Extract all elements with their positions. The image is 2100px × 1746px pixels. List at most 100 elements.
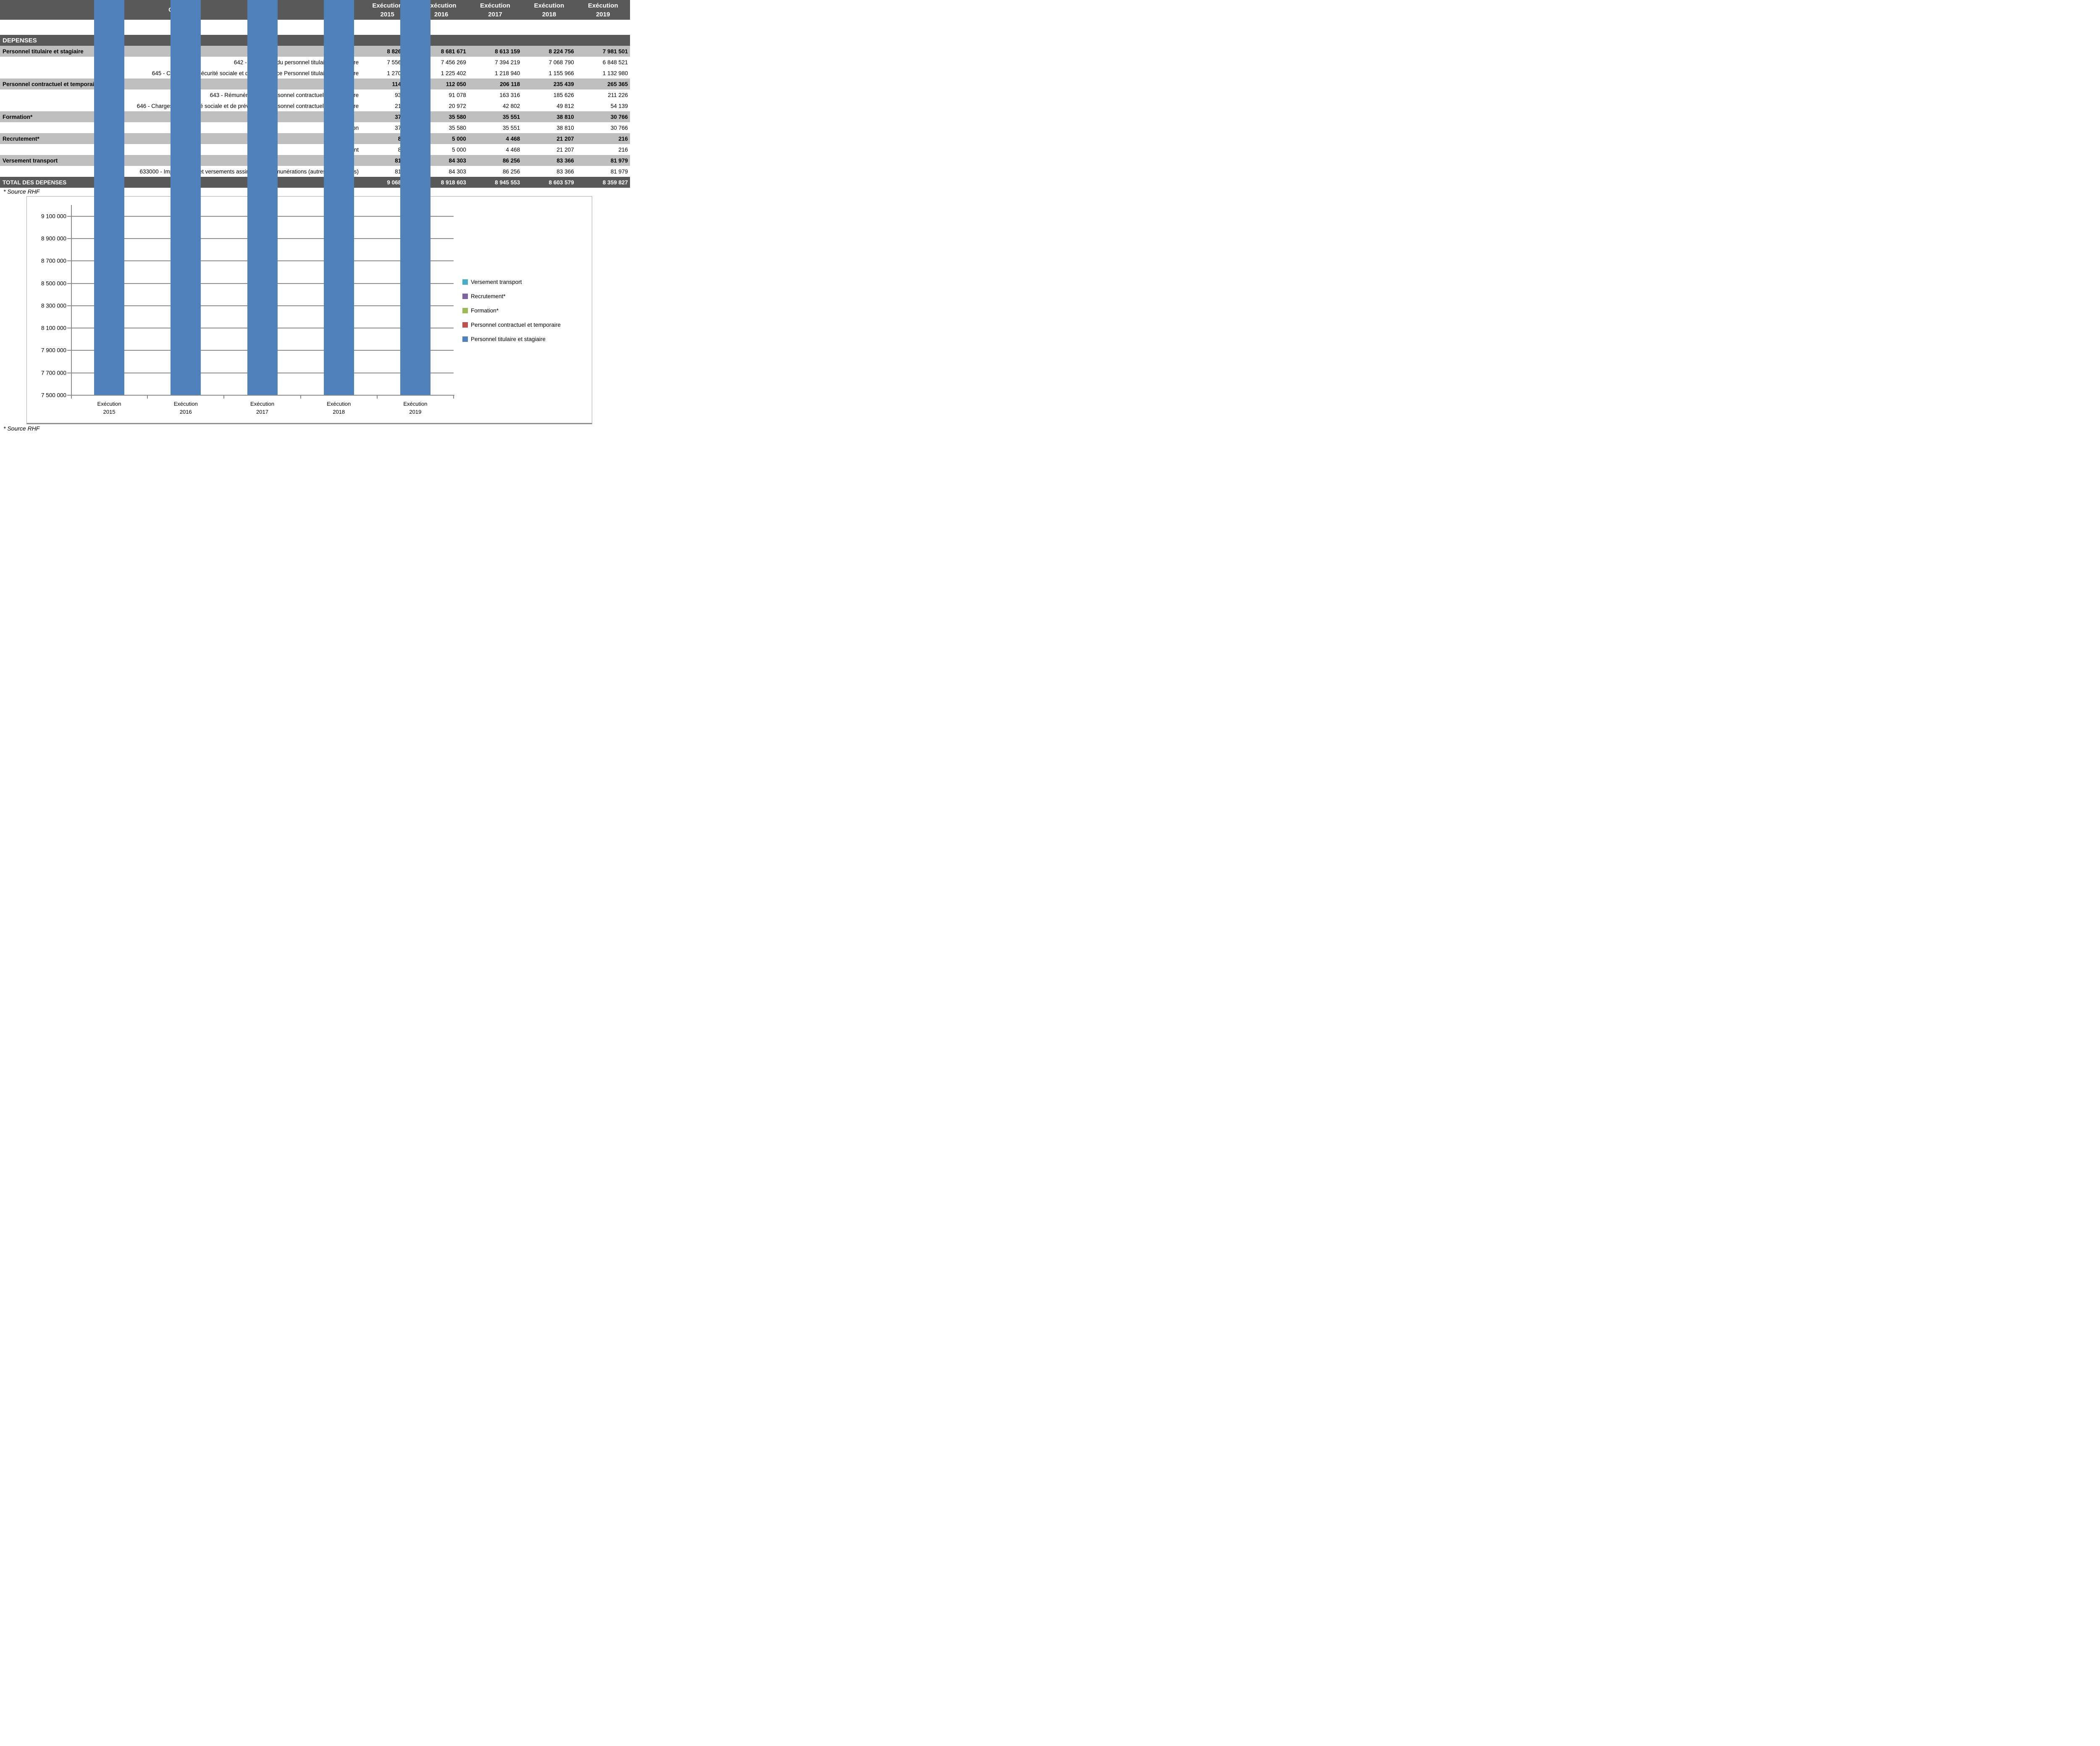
row-label: Recrutement*: [3, 135, 39, 142]
y-axis-tick: [67, 283, 71, 284]
value-cell: 84 303: [449, 168, 466, 175]
value-cell: 8 359 827: [602, 179, 628, 186]
y-axis-label: 8 500 000: [41, 280, 66, 287]
y-axis-tick: [67, 215, 71, 217]
value-cell: 35 551: [502, 124, 520, 131]
bar-segment: [247, 0, 278, 395]
header-exercise-2017: Exécution 2017: [468, 1, 522, 19]
legend-swatch: [462, 294, 468, 299]
bar-segment: [400, 0, 430, 395]
value-cell: 216: [618, 146, 628, 153]
x-axis-label: Exécution 2018: [303, 400, 375, 416]
value-cell: 265 365: [607, 81, 628, 87]
value-cell: 21 207: [556, 146, 574, 153]
y-axis-label: 8 300 000: [41, 302, 66, 309]
value-cell: 35 580: [449, 113, 466, 120]
header-exercise-word: Exécution: [480, 2, 510, 9]
value-cell: 112 050: [446, 81, 466, 87]
value-cell: 5 000: [452, 135, 466, 142]
y-axis-line: [71, 205, 72, 399]
value-cell: 8 918 603: [441, 179, 466, 186]
row-label: Versement transport: [3, 157, 58, 164]
value-cell: 7 068 790: [549, 59, 574, 66]
y-axis-label: 8 900 000: [41, 235, 66, 242]
value-cell: 42 802: [502, 102, 520, 109]
legend-label: Personnel titulaire et stagiaire: [471, 336, 546, 342]
row-label: Formation*: [3, 113, 33, 120]
value-cell: 84 303: [449, 157, 466, 164]
row-label: 643 - Rémunération du personnel contract…: [210, 92, 359, 98]
row-label: Personnel contractuel et temporaire: [3, 81, 100, 87]
x-axis-tick: [376, 395, 378, 399]
value-cell: 54 139: [610, 102, 628, 109]
value-cell: 81 979: [610, 157, 628, 164]
x-axis-label: Exécution 2015: [74, 400, 145, 416]
y-axis-tick: [67, 238, 71, 239]
value-cell: 216: [618, 135, 628, 142]
header-exercise-word: Exécution: [426, 2, 457, 9]
legend-label: Personnel contractuel et temporaire: [471, 322, 561, 328]
value-cell: 91 078: [449, 92, 466, 98]
header-exercise-year: 2015: [380, 11, 394, 18]
chart-legend: Versement transport Recrutement* Formation…: [462, 279, 561, 342]
value-cell: 211 226: [608, 92, 628, 98]
header-exercise-year: 2018: [542, 11, 556, 18]
header-exercise-2019: Exécution 2019: [576, 1, 630, 19]
legend-label: Versement transport: [471, 279, 522, 285]
x-axis-tick: [300, 395, 301, 399]
x-axis-label: Exécution 2019: [380, 400, 451, 416]
value-cell: 35 580: [449, 124, 466, 131]
row-label: TOTAL DES DEPENSES: [3, 179, 67, 186]
value-cell: 5 000: [452, 146, 466, 153]
y-axis-tick: [67, 260, 71, 262]
legend-label: Recrutement*: [471, 293, 506, 299]
value-cell: 6 848 521: [602, 59, 628, 66]
y-axis-tick: [67, 395, 71, 396]
y-axis-label: 7 500 000: [41, 392, 66, 399]
header-exercise-2016: Exécution 2016: [414, 1, 468, 19]
value-cell: 7 456 269: [441, 59, 466, 66]
value-cell: 7 981 501: [602, 48, 628, 55]
value-cell: 163 316: [499, 92, 520, 98]
value-cell: 38 810: [556, 124, 574, 131]
x-axis-label-word: Exécution: [97, 401, 121, 407]
legend-item: Personnel contractuel et temporaire: [462, 322, 561, 328]
value-cell: 30 766: [610, 124, 628, 131]
value-cell: 83 366: [556, 157, 574, 164]
legend-label: Formation*: [471, 307, 499, 314]
header-exercise-word: Exécution: [534, 2, 564, 9]
value-cell: 81 979: [610, 168, 628, 175]
stacked-bar-chart: 7 500 000 7 700 000 7 900 000 8 100 000 8 30…: [26, 0, 592, 424]
header-exercise-2018: Exécution 2018: [522, 1, 576, 19]
row-label: Personnel titulaire et stagiaire: [3, 48, 84, 55]
value-cell: 1 155 966: [549, 70, 574, 76]
value-cell: 1 218 940: [495, 70, 520, 76]
y-axis-label: 7 900 000: [41, 347, 66, 354]
value-cell: 235 439: [553, 81, 574, 87]
legend-item: Formation*: [462, 307, 561, 314]
value-cell: 8 945 553: [495, 179, 520, 186]
value-cell: 86 256: [502, 168, 520, 175]
legend-item: Recrutement*: [462, 293, 561, 299]
header-exercise-year: 2017: [488, 11, 502, 18]
y-axis-tick: [67, 305, 71, 306]
legend-item: Personnel titulaire et stagiaire: [462, 336, 561, 342]
x-axis-label-word: Exécution: [250, 401, 275, 407]
value-cell: 83 366: [556, 168, 574, 175]
x-axis-label-word: Exécution: [327, 401, 351, 407]
source-note: * Source RHF: [3, 188, 40, 195]
x-axis-tick: [223, 395, 225, 399]
value-cell: 21 207: [556, 135, 574, 142]
y-axis-label: 8 700 000: [41, 257, 66, 264]
value-cell: 20 972: [449, 102, 466, 109]
value-cell: 206 118: [500, 81, 520, 87]
x-axis-label-word: Exécution: [173, 401, 198, 407]
x-axis-label: Exécution 2017: [227, 400, 298, 416]
x-axis-label-word: Exécution: [403, 401, 428, 407]
value-cell: 1 132 980: [602, 70, 628, 76]
y-axis-label: 9 100 000: [41, 213, 66, 220]
x-axis-label-year: 2018: [333, 409, 345, 415]
x-axis-label-year: 2019: [409, 409, 422, 415]
value-cell: 4 468: [506, 135, 520, 142]
header-exercise-word: Exécution: [372, 2, 403, 9]
